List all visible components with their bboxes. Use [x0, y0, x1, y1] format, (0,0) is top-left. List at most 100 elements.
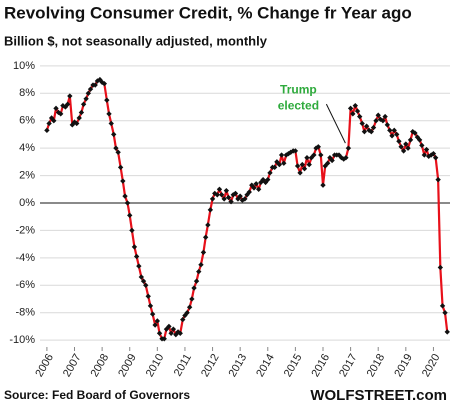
data-point — [76, 115, 82, 121]
y-tick-label: 6% — [19, 115, 35, 127]
data-point — [347, 105, 354, 112]
data-point — [223, 187, 230, 194]
y-tick-label: -2% — [15, 224, 35, 236]
data-point — [430, 150, 437, 157]
grid — [40, 65, 450, 341]
data-point — [398, 144, 404, 150]
data-point — [221, 196, 227, 202]
data-point — [124, 200, 131, 206]
data-point — [400, 148, 407, 154]
data-point — [359, 120, 365, 127]
data-point — [407, 137, 414, 143]
data-point — [202, 234, 209, 240]
data-point — [301, 166, 308, 172]
annotation: elected — [278, 98, 319, 112]
data-point — [51, 118, 57, 124]
data-point — [200, 249, 207, 256]
data-point — [196, 268, 202, 275]
data-point — [117, 164, 124, 171]
data-point — [53, 105, 59, 112]
data-point — [104, 97, 110, 103]
x-tick-label: 2008 — [89, 352, 112, 379]
data-point — [368, 128, 375, 135]
data-point — [136, 263, 142, 269]
data-point — [78, 109, 85, 116]
data-point — [419, 142, 425, 149]
data-point — [191, 285, 197, 291]
data-point — [412, 130, 418, 136]
data-point — [115, 149, 121, 155]
data-point — [85, 90, 92, 96]
data-point — [92, 82, 98, 88]
x-tick-label: 2014 — [254, 352, 277, 379]
data-point — [278, 152, 285, 158]
data-point — [294, 163, 301, 169]
data-point — [405, 145, 411, 151]
data-point — [423, 146, 430, 153]
data-point — [435, 176, 441, 183]
x-tick-label: 2015 — [282, 352, 305, 379]
data-point — [267, 170, 273, 176]
data-point — [147, 303, 154, 309]
data-point — [281, 160, 287, 166]
x-tick-label: 2016 — [309, 352, 332, 379]
data-point — [193, 278, 200, 284]
data-point — [58, 111, 64, 117]
data-point — [437, 264, 444, 271]
data-point — [297, 170, 303, 176]
data-point — [216, 186, 223, 192]
data-point — [361, 128, 368, 135]
y-tick-label: 0% — [19, 197, 35, 209]
data-point — [64, 101, 71, 107]
x-tick-label: 2011 — [172, 352, 194, 378]
data-point — [129, 227, 135, 234]
data-point — [133, 253, 140, 260]
data-point — [246, 189, 252, 195]
data-point — [357, 113, 363, 120]
data-point — [127, 212, 133, 219]
data-point — [421, 152, 428, 158]
data-point — [111, 131, 117, 138]
data-point — [265, 176, 271, 183]
y-tick-label: 4% — [19, 142, 35, 154]
data-point — [108, 120, 114, 127]
y-tick-label: 10% — [13, 60, 35, 72]
x-tick-label: 2009 — [116, 352, 139, 379]
data-point — [271, 164, 278, 171]
annotation-arrow — [325, 103, 346, 144]
data-point — [101, 80, 108, 87]
data-point — [207, 207, 214, 213]
series-line — [45, 78, 449, 340]
data-point — [149, 311, 156, 317]
x-tick-label: 2019 — [392, 352, 415, 379]
x-tick-label: 2012 — [199, 352, 222, 379]
x-tick-label: 2006 — [33, 352, 56, 379]
y-tick-label: -8% — [15, 307, 35, 319]
data-point — [145, 293, 151, 299]
data-point — [209, 196, 216, 202]
data-point — [180, 316, 186, 323]
data-point — [67, 93, 73, 99]
data-point — [198, 262, 204, 268]
data-point — [352, 102, 358, 109]
data-point — [189, 296, 195, 302]
y-tick-label: 8% — [19, 87, 35, 99]
data-point — [225, 194, 232, 201]
x-tick-label: 2013 — [227, 352, 250, 379]
data-point — [251, 185, 257, 191]
x-tick-label: 2010 — [144, 352, 167, 379]
data-point — [403, 141, 409, 147]
source: Source: Fed Board of Governors — [4, 388, 190, 402]
data-point — [311, 152, 317, 158]
annotation: Trump — [280, 82, 317, 96]
y-tick-label: 2% — [19, 169, 35, 181]
data-point — [373, 118, 379, 124]
data-point — [384, 122, 391, 128]
data-point — [320, 182, 326, 188]
data-point — [380, 118, 386, 124]
data-point — [345, 145, 352, 151]
data-point — [205, 222, 211, 228]
data-point — [74, 120, 80, 127]
data-point — [131, 244, 138, 250]
